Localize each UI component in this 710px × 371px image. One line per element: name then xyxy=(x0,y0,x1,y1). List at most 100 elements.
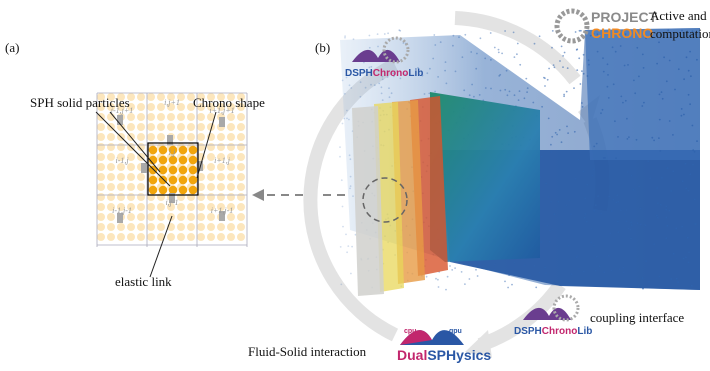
spray-dot xyxy=(583,54,585,56)
spray-dot xyxy=(348,119,350,121)
particle xyxy=(237,193,245,201)
spray-dot xyxy=(561,141,563,143)
spray-dot xyxy=(643,102,645,104)
spray-dot xyxy=(563,94,565,96)
spray-dot xyxy=(340,284,342,286)
particle xyxy=(237,163,245,171)
spray-dot xyxy=(683,114,685,116)
spray-dot xyxy=(514,94,516,96)
spray-dot xyxy=(353,38,355,40)
spray-dot xyxy=(581,102,583,104)
solid-particle xyxy=(159,156,168,165)
particle xyxy=(127,223,135,231)
spray-dot xyxy=(346,110,348,112)
spray-dot xyxy=(490,88,492,90)
cell-label: i+1,j xyxy=(214,156,231,165)
particle xyxy=(97,143,105,151)
solid-particle xyxy=(149,186,158,195)
particle xyxy=(217,133,225,141)
spray-dot xyxy=(653,243,655,245)
particle xyxy=(147,103,155,111)
particle xyxy=(187,203,195,211)
spray-dot xyxy=(650,177,652,179)
spray-dot xyxy=(611,270,613,272)
solid-particle xyxy=(179,156,188,165)
spray-dot xyxy=(643,67,645,69)
spray-dot xyxy=(535,287,537,289)
spray-dot xyxy=(665,205,667,207)
spray-dot xyxy=(692,125,694,127)
spray-dot xyxy=(590,241,592,243)
particle xyxy=(97,133,105,141)
particle xyxy=(237,143,245,151)
spray-dot xyxy=(566,91,568,93)
spray-dot xyxy=(696,140,698,142)
spray-dot xyxy=(640,223,642,225)
spray-dot xyxy=(544,77,546,79)
particle xyxy=(187,133,195,141)
spray-dot xyxy=(548,118,550,120)
spray-dot xyxy=(622,102,624,104)
elastic-link xyxy=(141,163,147,173)
particle xyxy=(137,123,145,131)
spray-dot xyxy=(350,176,352,178)
spray-dot xyxy=(511,284,513,286)
spray-dot xyxy=(500,90,502,92)
spray-dot xyxy=(574,131,576,133)
spray-dot xyxy=(672,134,674,136)
spray-dot xyxy=(592,175,594,177)
spray-dot xyxy=(682,180,684,182)
spray-dot xyxy=(687,237,689,239)
particle xyxy=(217,183,225,191)
logo-part: DSPH xyxy=(345,68,373,79)
spray-dot xyxy=(628,228,630,230)
particle xyxy=(117,233,125,241)
spray-dot xyxy=(660,204,662,206)
particle xyxy=(137,133,145,141)
spray-dot xyxy=(532,102,534,104)
logo-text: DSPHChronoLib xyxy=(514,326,592,337)
spray-dot xyxy=(370,84,372,86)
particle xyxy=(137,173,145,181)
spray-dot xyxy=(575,31,577,33)
particle xyxy=(237,153,245,161)
spray-dot xyxy=(583,73,585,75)
spray-dot xyxy=(676,278,678,280)
particle xyxy=(107,133,115,141)
spray-dot xyxy=(378,83,380,85)
particle-grid: i-1,j+1i,j+1i+1,j+1i-1,ji,ji+1,ji-1,j-1i… xyxy=(97,93,247,247)
particle xyxy=(167,113,175,121)
spray-dot xyxy=(445,289,447,291)
spray-dot xyxy=(564,52,566,54)
particle xyxy=(177,213,185,221)
spray-dot xyxy=(524,264,526,266)
spray-dot xyxy=(657,202,659,204)
spray-dot xyxy=(514,56,516,58)
spray-dot xyxy=(648,281,650,283)
spray-dot xyxy=(587,75,589,77)
spray-dot xyxy=(583,170,585,172)
spray-dot xyxy=(628,136,630,138)
spray-dot xyxy=(567,132,569,134)
spray-dot xyxy=(568,245,570,247)
particle xyxy=(227,143,235,151)
spray-dot xyxy=(638,76,640,78)
solid-particle xyxy=(159,146,168,155)
spray-dot xyxy=(604,157,606,159)
spray-dot xyxy=(449,265,451,267)
spray-dot xyxy=(619,268,621,270)
spray-dot xyxy=(690,75,692,77)
particle xyxy=(137,93,145,101)
particle xyxy=(217,223,225,231)
logo-part: Lib xyxy=(577,326,592,337)
spray-dot xyxy=(339,146,341,148)
spray-dot xyxy=(452,45,454,47)
spray-dot xyxy=(662,98,664,100)
spray-dot xyxy=(579,30,581,32)
spray-dot xyxy=(667,167,669,169)
spray-dot xyxy=(434,91,436,93)
spray-dot xyxy=(586,221,588,223)
spray-dot xyxy=(614,120,616,122)
spray-dot xyxy=(612,199,614,201)
particle xyxy=(157,123,165,131)
